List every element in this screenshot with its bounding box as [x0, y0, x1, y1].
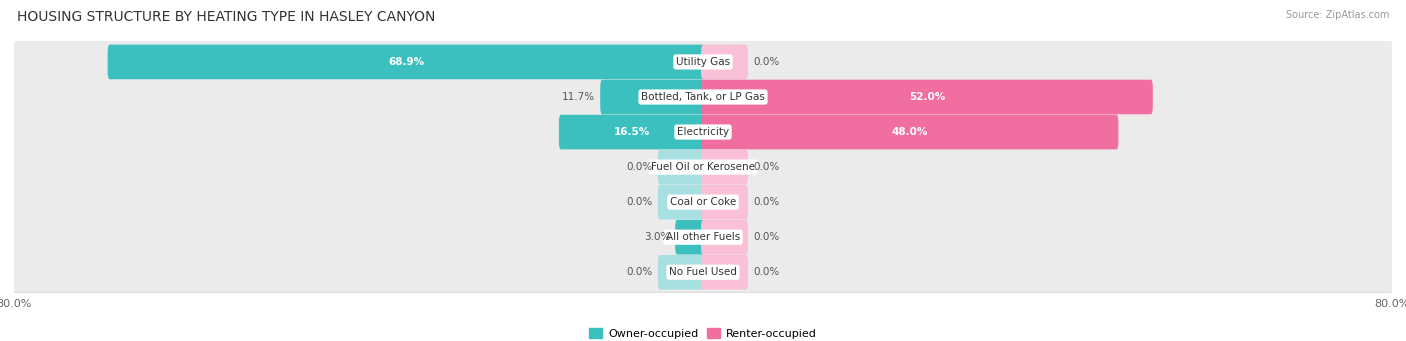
FancyBboxPatch shape [14, 135, 1392, 199]
Legend: Owner-occupied, Renter-occupied: Owner-occupied, Renter-occupied [585, 324, 821, 341]
Text: All other Fuels: All other Fuels [666, 232, 740, 242]
Text: 0.0%: 0.0% [754, 232, 779, 242]
Text: 16.5%: 16.5% [614, 127, 650, 137]
Text: Utility Gas: Utility Gas [676, 57, 730, 67]
FancyBboxPatch shape [14, 30, 1392, 94]
Text: 0.0%: 0.0% [627, 197, 652, 207]
Text: Bottled, Tank, or LP Gas: Bottled, Tank, or LP Gas [641, 92, 765, 102]
FancyBboxPatch shape [702, 115, 1118, 149]
FancyBboxPatch shape [14, 170, 1392, 234]
FancyBboxPatch shape [14, 65, 1392, 129]
FancyBboxPatch shape [702, 80, 1153, 114]
FancyBboxPatch shape [658, 150, 704, 184]
Text: 11.7%: 11.7% [562, 92, 595, 102]
Text: Electricity: Electricity [676, 127, 730, 137]
Text: 48.0%: 48.0% [891, 127, 928, 137]
Text: 0.0%: 0.0% [627, 162, 652, 172]
FancyBboxPatch shape [702, 45, 748, 79]
Text: 52.0%: 52.0% [908, 92, 945, 102]
Text: Fuel Oil or Kerosene: Fuel Oil or Kerosene [651, 162, 755, 172]
FancyBboxPatch shape [14, 100, 1392, 164]
FancyBboxPatch shape [702, 150, 748, 184]
FancyBboxPatch shape [600, 80, 704, 114]
FancyBboxPatch shape [658, 185, 704, 220]
Text: 68.9%: 68.9% [388, 57, 425, 67]
FancyBboxPatch shape [702, 220, 748, 254]
FancyBboxPatch shape [702, 185, 748, 220]
Text: Coal or Coke: Coal or Coke [669, 197, 737, 207]
Text: 0.0%: 0.0% [627, 267, 652, 277]
Text: No Fuel Used: No Fuel Used [669, 267, 737, 277]
FancyBboxPatch shape [560, 115, 704, 149]
Text: 3.0%: 3.0% [644, 232, 671, 242]
FancyBboxPatch shape [675, 220, 704, 254]
Text: Source: ZipAtlas.com: Source: ZipAtlas.com [1285, 10, 1389, 20]
FancyBboxPatch shape [702, 255, 748, 290]
Text: HOUSING STRUCTURE BY HEATING TYPE IN HASLEY CANYON: HOUSING STRUCTURE BY HEATING TYPE IN HAS… [17, 10, 436, 24]
Text: 0.0%: 0.0% [754, 57, 779, 67]
FancyBboxPatch shape [658, 255, 704, 290]
FancyBboxPatch shape [14, 205, 1392, 269]
FancyBboxPatch shape [108, 45, 704, 79]
Text: 0.0%: 0.0% [754, 267, 779, 277]
Text: 0.0%: 0.0% [754, 162, 779, 172]
Text: 0.0%: 0.0% [754, 197, 779, 207]
FancyBboxPatch shape [14, 240, 1392, 304]
